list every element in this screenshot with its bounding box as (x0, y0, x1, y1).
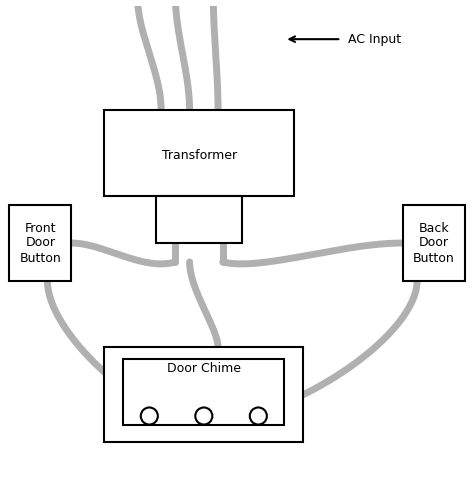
FancyBboxPatch shape (403, 205, 465, 281)
FancyBboxPatch shape (9, 205, 71, 281)
Text: AC Input: AC Input (348, 33, 401, 46)
FancyBboxPatch shape (104, 347, 303, 442)
Text: Door Chime: Door Chime (167, 362, 241, 375)
FancyBboxPatch shape (123, 359, 284, 425)
FancyBboxPatch shape (156, 195, 242, 243)
Text: Front
Door
Button: Front Door Button (19, 222, 61, 264)
FancyBboxPatch shape (104, 110, 294, 195)
Text: Back
Door
Button: Back Door Button (413, 222, 455, 264)
Text: Transformer: Transformer (162, 149, 237, 162)
